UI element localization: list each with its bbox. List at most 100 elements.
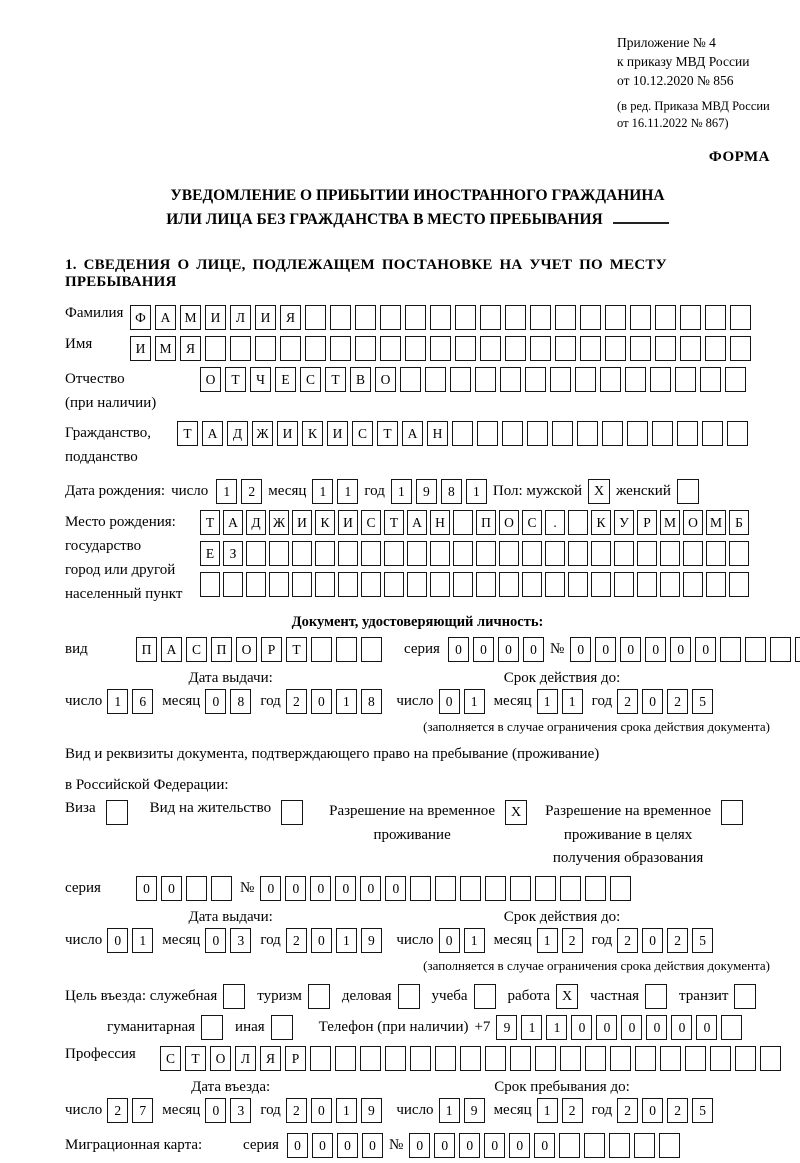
char-cell[interactable]	[729, 541, 749, 567]
char-cell[interactable]	[559, 1133, 581, 1159]
char-cell[interactable]	[450, 367, 471, 393]
char-cell[interactable]: 0	[671, 1015, 693, 1041]
char-cell[interactable]: 0	[434, 1133, 456, 1159]
char-cell[interactable]	[246, 572, 266, 598]
char-cell[interactable]: К	[302, 421, 323, 447]
char-cell[interactable]	[530, 305, 551, 331]
char-cell[interactable]	[585, 1046, 606, 1072]
char-cell[interactable]	[453, 541, 473, 567]
char-cell[interactable]: 9	[360, 928, 382, 954]
char-cell[interactable]: 2	[617, 928, 639, 954]
char-cell[interactable]: 0	[670, 637, 692, 663]
char-cell[interactable]	[730, 305, 751, 331]
char-cell[interactable]: 0	[642, 928, 664, 954]
char-cell[interactable]: 0	[570, 637, 592, 663]
char-cell[interactable]	[683, 541, 703, 567]
char-cell[interactable]	[705, 305, 726, 331]
char-cell[interactable]	[568, 572, 588, 598]
char-cell[interactable]	[660, 1046, 681, 1072]
char-cell[interactable]	[655, 305, 676, 331]
char-cell[interactable]: О	[210, 1046, 231, 1072]
char-cell[interactable]	[499, 572, 519, 598]
char-cell[interactable]	[505, 336, 526, 362]
char-cell[interactable]	[585, 876, 607, 902]
char-cell[interactable]: 1	[312, 479, 334, 505]
char-cell[interactable]	[605, 336, 626, 362]
char-cell[interactable]	[560, 1046, 581, 1072]
char-cell[interactable]	[522, 541, 542, 567]
char-cell[interactable]	[568, 510, 588, 536]
char-cell[interactable]	[522, 572, 542, 598]
char-cell[interactable]: И	[338, 510, 358, 536]
purpose-business-checkbox[interactable]	[397, 984, 420, 1010]
char-cell[interactable]: 9	[463, 1098, 485, 1124]
char-cell[interactable]	[269, 572, 289, 598]
char-cell[interactable]	[338, 541, 358, 567]
char-cell[interactable]	[605, 305, 626, 331]
char-cell[interactable]: З	[223, 541, 243, 567]
char-cell[interactable]: 8	[360, 689, 382, 715]
char-cell[interactable]	[425, 367, 446, 393]
char-cell[interactable]: 0	[596, 1015, 618, 1041]
char-cell[interactable]	[700, 367, 721, 393]
char-cell[interactable]	[745, 637, 767, 663]
char-cell[interactable]: 0	[360, 876, 382, 902]
char-cell[interactable]: 2	[285, 689, 307, 715]
char-cell[interactable]: П	[476, 510, 496, 536]
char-cell[interactable]: Т	[325, 367, 346, 393]
char-cell[interactable]	[721, 1015, 743, 1041]
char-cell[interactable]	[591, 572, 611, 598]
char-cell[interactable]: С	[361, 510, 381, 536]
char-cell[interactable]: 1	[337, 479, 359, 505]
char-cell[interactable]: 0	[646, 1015, 668, 1041]
char-cell[interactable]	[555, 336, 576, 362]
char-cell[interactable]	[430, 541, 450, 567]
char-cell[interactable]	[410, 1046, 431, 1072]
char-cell[interactable]: 0	[459, 1133, 481, 1159]
char-cell[interactable]	[385, 1046, 406, 1072]
char-cell[interactable]	[380, 305, 401, 331]
char-cell[interactable]	[545, 541, 565, 567]
char-cell[interactable]: 0	[136, 876, 157, 902]
char-cell[interactable]: А	[223, 510, 243, 536]
char-cell[interactable]: 0	[285, 876, 307, 902]
char-cell[interactable]	[292, 572, 312, 598]
char-cell[interactable]: 0	[438, 928, 460, 954]
char-cell[interactable]	[555, 305, 576, 331]
char-cell[interactable]	[453, 572, 473, 598]
char-cell[interactable]	[361, 572, 381, 598]
char-cell[interactable]	[575, 367, 596, 393]
char-cell[interactable]: М	[660, 510, 680, 536]
char-cell[interactable]: 0	[642, 1098, 664, 1124]
char-cell[interactable]: А	[402, 421, 423, 447]
char-cell[interactable]: 0	[385, 876, 407, 902]
char-cell[interactable]	[255, 336, 276, 362]
char-cell[interactable]: .	[545, 510, 565, 536]
char-cell[interactable]: О	[236, 637, 257, 663]
char-cell[interactable]	[545, 572, 565, 598]
char-cell[interactable]	[223, 572, 243, 598]
char-cell[interactable]: 0	[310, 928, 332, 954]
char-cell[interactable]: 0	[438, 689, 460, 715]
char-cell[interactable]: Р	[637, 510, 657, 536]
char-cell[interactable]	[535, 1046, 556, 1072]
char-cell[interactable]	[338, 572, 358, 598]
char-cell[interactable]: 0	[642, 689, 664, 715]
char-cell[interactable]: 0	[509, 1133, 531, 1159]
char-cell[interactable]	[305, 305, 326, 331]
char-cell[interactable]: 1	[335, 689, 357, 715]
char-cell[interactable]	[476, 572, 496, 598]
char-cell[interactable]	[630, 336, 651, 362]
char-cell[interactable]: К	[315, 510, 335, 536]
char-cell[interactable]: 0	[620, 637, 642, 663]
char-cell[interactable]: 0	[161, 876, 182, 902]
char-cell[interactable]: Е	[275, 367, 296, 393]
char-cell[interactable]: И	[130, 336, 151, 362]
char-cell[interactable]	[706, 572, 726, 598]
char-cell[interactable]: Т	[384, 510, 404, 536]
char-cell[interactable]	[186, 876, 207, 902]
char-cell[interactable]	[735, 1046, 756, 1072]
char-cell[interactable]: 5	[692, 689, 714, 715]
char-cell[interactable]: Я	[180, 336, 201, 362]
char-cell[interactable]	[634, 1133, 656, 1159]
